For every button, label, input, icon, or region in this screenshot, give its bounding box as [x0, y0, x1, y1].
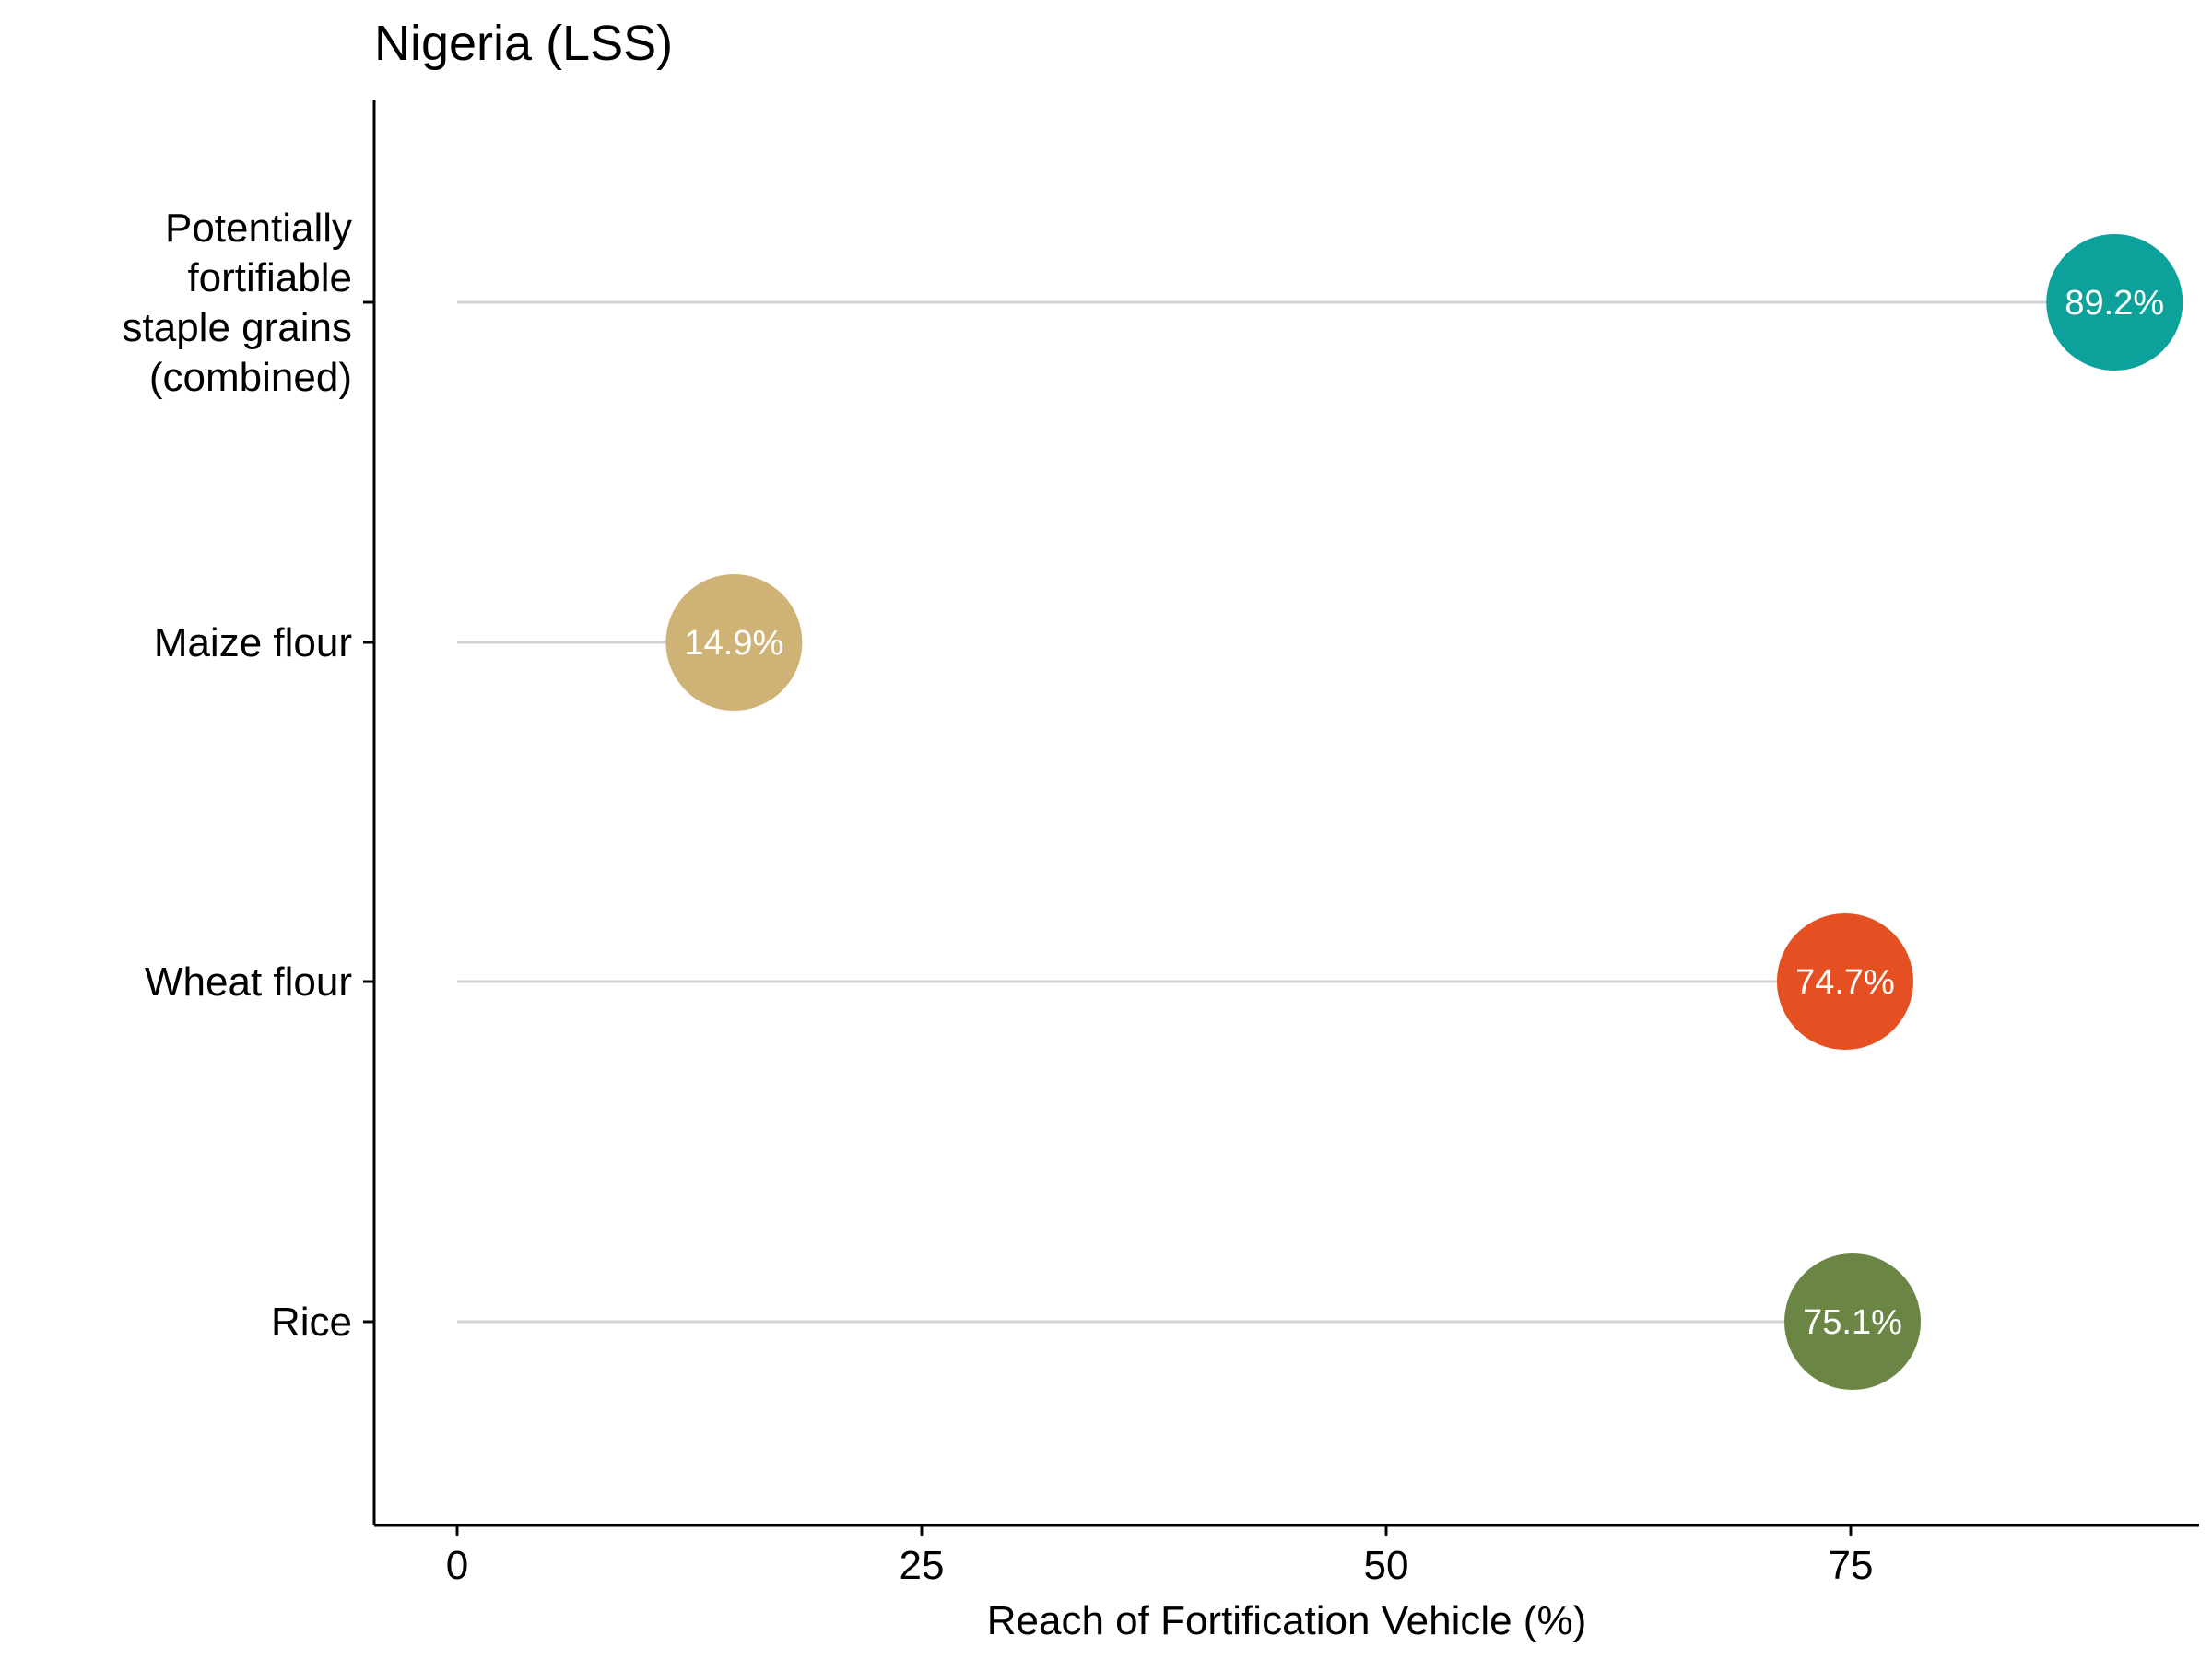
y-category-label: Maize flour [154, 620, 352, 665]
x-tick-label: 0 [446, 1543, 468, 1588]
y-category-label: Potentially fortifiable staple grains (comb… [123, 206, 352, 400]
y-category-label-line: (combined) [149, 355, 352, 400]
dots-layer: 89.2% 14.9% 74.7% 75.1% [665, 234, 2183, 1390]
data-label: 14.9% [685, 624, 784, 663]
y-category-label-line: fortifiable [187, 255, 352, 300]
x-tick-label: 50 [1364, 1543, 1409, 1588]
lollipop-dot [665, 574, 803, 711]
y-category-label-line: Rice [271, 1300, 352, 1345]
x-axis-title: Reach of Fortification Vehicle (%) [987, 1598, 1587, 1643]
y-category-label: Wheat flour [145, 959, 352, 1005]
axes-layer: 0 25 50 75 Potentially fortifiable staple grai… [123, 100, 2199, 1588]
chart-title: Nigeria (LSS) [374, 16, 673, 71]
lollipop-dot [2046, 234, 2183, 371]
lollipop-dot [1784, 1253, 1922, 1390]
x-tick-label: 75 [1829, 1543, 1874, 1588]
stems-layer [457, 300, 2115, 1324]
y-category-label: Rice [271, 1300, 352, 1345]
data-label: 74.7% [1795, 963, 1895, 1002]
lollipop-dot [1776, 913, 1913, 1050]
y-category-label-line: staple grains [123, 305, 352, 350]
data-label: 75.1% [1803, 1303, 1902, 1342]
data-label: 89.2% [2065, 284, 2164, 323]
y-category-label-line: Wheat flour [145, 959, 352, 1005]
y-category-label-line: Maize flour [154, 620, 352, 665]
y-category-label-line: Potentially [165, 206, 352, 251]
x-tick-label: 25 [900, 1543, 945, 1588]
